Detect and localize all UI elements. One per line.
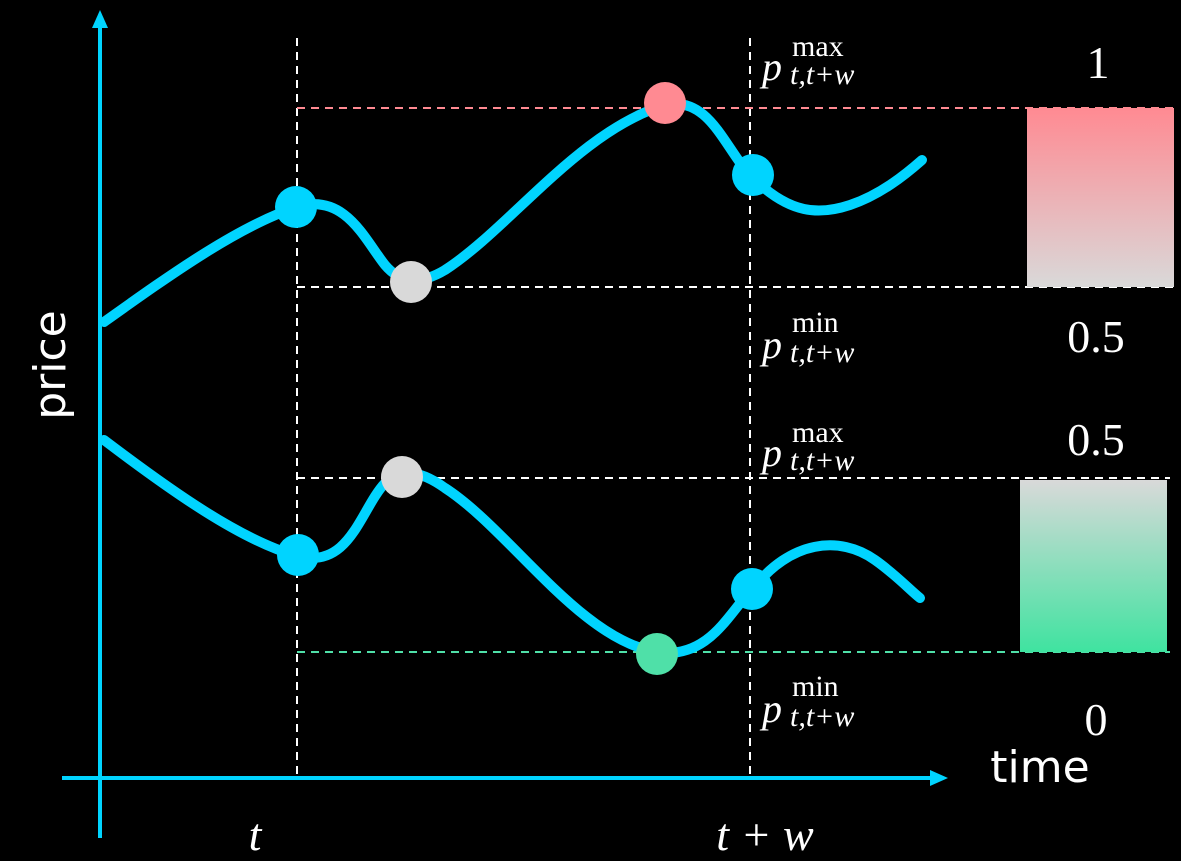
svg-text:p: p: [759, 322, 782, 367]
lower-min-label: p min t,t+w: [759, 670, 854, 733]
upper-gradient-bar: [1027, 108, 1174, 287]
upper-price-curve: [99, 98, 927, 327]
svg-text:max: max: [792, 416, 844, 449]
lower-point-min: [636, 633, 678, 675]
lower-scale-bottom: 0: [1085, 694, 1108, 745]
svg-text:t,t+w: t,t+w: [790, 336, 854, 369]
upper-point-min: [390, 261, 432, 303]
svg-text:min: min: [792, 306, 839, 339]
lower-point-max: [381, 456, 423, 498]
y-axis-arrow: [92, 10, 108, 28]
lower-gradient-bar: [1020, 480, 1167, 652]
svg-text:t,t+w: t,t+w: [790, 58, 854, 91]
upper-scale-top: 1: [1087, 37, 1110, 88]
upper-min-label: p min t,t+w: [759, 306, 854, 369]
x-axis-label: time: [990, 742, 1089, 793]
lower-point-t: [277, 534, 319, 576]
y-axis-label: price: [25, 310, 76, 420]
upper-point-t: [275, 186, 317, 228]
svg-text:p: p: [759, 430, 782, 475]
upper-max-label: p max t,t+w: [759, 30, 854, 91]
tick-t-plus-w: t + w: [716, 809, 814, 860]
upper-scale-bottom: 0.5: [1067, 311, 1125, 362]
lower-scale-top: 0.5: [1067, 414, 1125, 465]
svg-text:t,t+w: t,t+w: [790, 444, 854, 477]
lower-point-t-plus-w: [731, 568, 773, 610]
upper-point-t-plus-w: [732, 154, 774, 196]
svg-text:min: min: [792, 670, 839, 703]
upper-point-max: [644, 82, 686, 124]
x-axis-arrow: [930, 770, 948, 786]
lower-max-label: p max t,t+w: [759, 416, 854, 477]
axes: [62, 10, 948, 838]
svg-text:p: p: [759, 44, 782, 89]
svg-text:t,t+w: t,t+w: [790, 700, 854, 733]
tick-t: t: [249, 809, 263, 860]
svg-text:max: max: [792, 30, 844, 63]
vertical-guides: [296, 38, 751, 778]
svg-text:p: p: [759, 686, 782, 731]
